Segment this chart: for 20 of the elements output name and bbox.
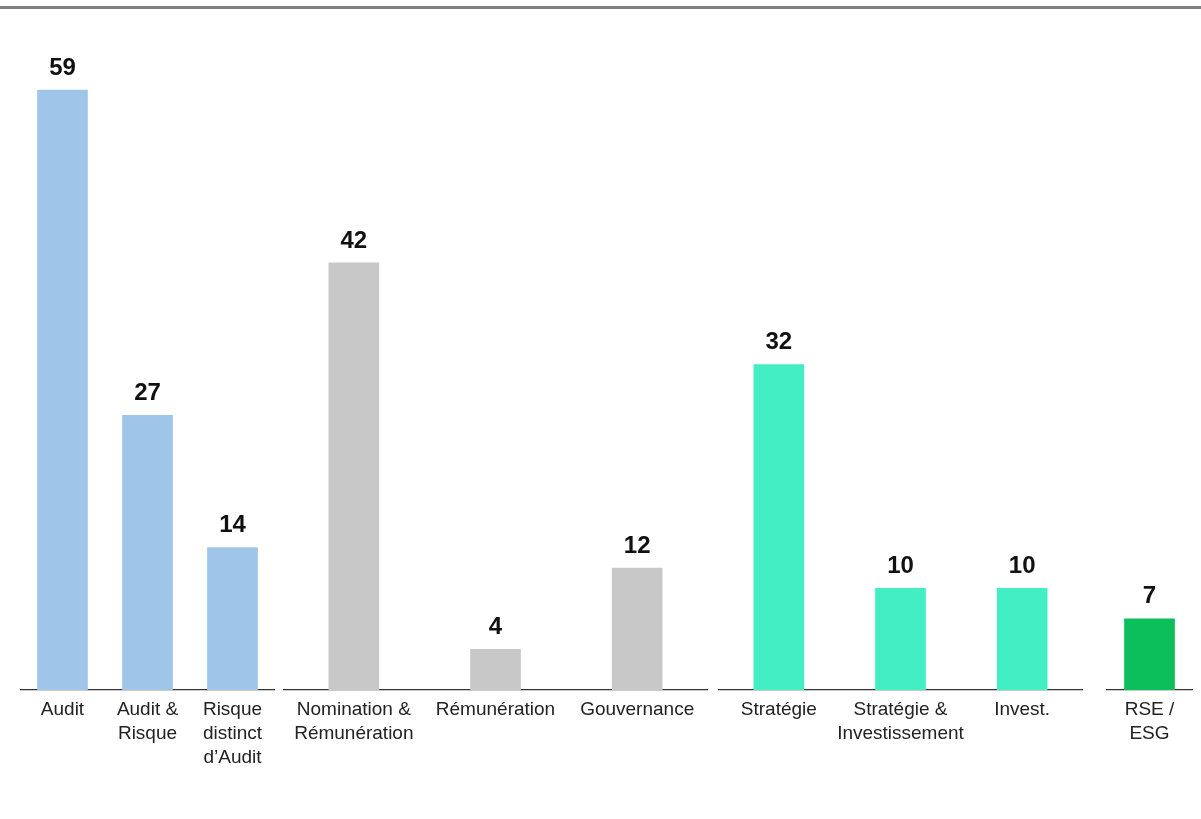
data-label: 14 (219, 510, 247, 538)
x-tick-label: Gouvernance (580, 698, 695, 720)
data-label: 12 (623, 530, 651, 558)
x-tick-label: Stratégie & Investissement (837, 698, 965, 744)
x-tick-label: RSE / ESG (1124, 698, 1176, 744)
x-tick-label: Invest. (994, 698, 1051, 720)
data-label: 10 (887, 550, 914, 578)
x-tick-label: Nomination & Rémunération (294, 698, 414, 744)
data-label: 10 (1008, 550, 1036, 578)
x-tick-label: Risque distinct d’Audit (202, 698, 263, 768)
data-label: 32 (765, 327, 793, 355)
data-label: 4 (488, 611, 503, 639)
x-tick-label: Rémunération (435, 698, 556, 720)
data-label: 27 (134, 378, 161, 406)
x-tick-label: Stratégie (740, 698, 817, 720)
data-label: 59 (49, 52, 76, 80)
data-label: 7 (1142, 581, 1157, 609)
data-label: 42 (340, 225, 368, 253)
x-tick-label: Audit & Risque (116, 698, 179, 744)
x-tick-label: Audit (40, 698, 85, 720)
